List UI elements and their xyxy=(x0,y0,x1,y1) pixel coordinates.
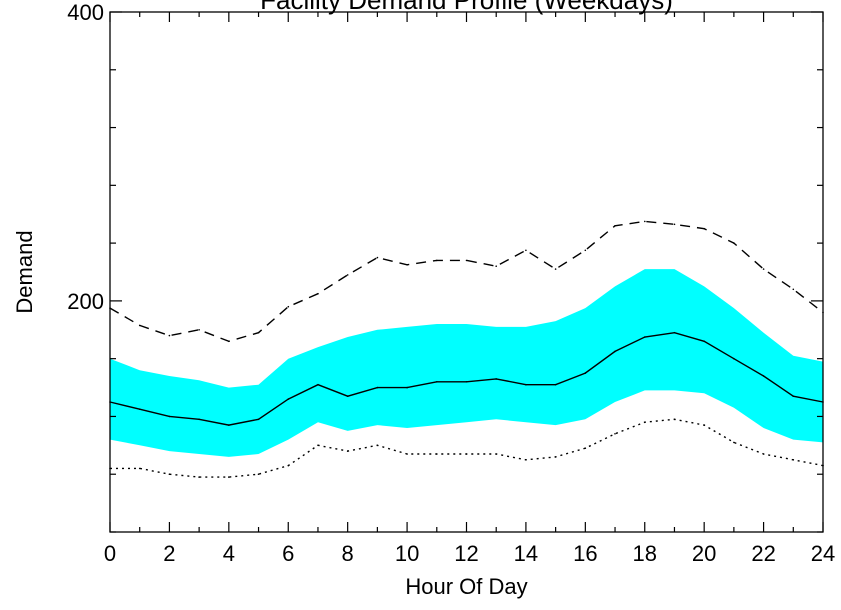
x-tick-label: 20 xyxy=(692,541,716,566)
y-tick-label: 200 xyxy=(67,289,104,314)
x-tick-label: 16 xyxy=(573,541,597,566)
max-point xyxy=(614,225,616,227)
mean-point xyxy=(525,383,527,386)
max-point xyxy=(554,268,557,270)
max-point xyxy=(406,264,408,266)
mean-point xyxy=(554,383,557,386)
min-point xyxy=(406,453,408,455)
mean-point xyxy=(733,357,735,360)
min-point xyxy=(614,433,616,435)
max-point xyxy=(168,334,171,337)
min-point xyxy=(317,444,319,447)
mean-point xyxy=(287,398,290,400)
max-point xyxy=(733,242,735,244)
min-point xyxy=(762,453,765,455)
y-axis-title: Demand xyxy=(12,230,37,313)
min-point xyxy=(525,459,527,461)
max-point xyxy=(138,324,141,327)
x-tick-label: 8 xyxy=(342,541,354,566)
mean-point xyxy=(792,395,795,398)
min-point xyxy=(465,453,468,455)
mean-point xyxy=(614,350,616,353)
std-band xyxy=(110,269,823,457)
mean-point xyxy=(257,418,260,421)
max-point xyxy=(287,305,290,308)
x-tick-label: 12 xyxy=(454,541,478,566)
max-point xyxy=(228,340,230,343)
mean-point xyxy=(762,375,765,377)
mean-point xyxy=(436,381,438,383)
min-point xyxy=(376,444,379,447)
plot-area xyxy=(109,220,824,478)
x-tick-label: 18 xyxy=(633,541,657,566)
mean-point xyxy=(317,383,319,386)
x-tick-label: 0 xyxy=(104,541,116,566)
min-point xyxy=(138,467,141,470)
mean-point xyxy=(228,424,230,426)
max-point xyxy=(436,259,438,262)
max-point xyxy=(198,329,200,331)
min-point xyxy=(257,473,260,476)
max-point xyxy=(495,265,498,268)
x-tick-label: 6 xyxy=(282,541,294,566)
max-point xyxy=(376,256,379,259)
mean-point xyxy=(168,415,171,418)
mean-point xyxy=(673,331,676,334)
mean-point xyxy=(644,336,646,338)
y-tick-label: 400 xyxy=(67,0,104,25)
min-point xyxy=(703,424,705,426)
min-point xyxy=(346,450,349,452)
x-tick-label: 10 xyxy=(395,541,419,566)
mean-point xyxy=(406,386,408,389)
chart-title: Facility Demand Profile (Weekdays) xyxy=(260,0,673,15)
mean-point xyxy=(138,408,141,411)
x-tick-label: 22 xyxy=(751,541,775,566)
min-point xyxy=(554,456,557,458)
mean-point xyxy=(465,381,468,383)
min-point xyxy=(495,453,498,455)
max-point xyxy=(525,249,527,252)
max-point xyxy=(703,227,705,230)
min-point xyxy=(228,476,230,478)
max-point xyxy=(584,249,587,252)
max-point xyxy=(346,274,349,276)
max-point xyxy=(762,268,765,270)
max-point xyxy=(644,220,646,223)
min-point xyxy=(673,418,676,421)
max-point xyxy=(317,292,319,295)
min-point xyxy=(436,453,438,455)
min-point xyxy=(792,459,795,461)
max-point xyxy=(257,331,260,334)
mean-point xyxy=(703,340,705,343)
mean-point xyxy=(584,372,587,374)
x-tick-label: 14 xyxy=(514,541,538,566)
min-point xyxy=(644,421,646,424)
x-tick-label: 24 xyxy=(811,541,835,566)
x-tick-label: 4 xyxy=(223,541,235,566)
min-point xyxy=(168,473,171,476)
min-point xyxy=(733,441,735,444)
min-point xyxy=(584,447,587,450)
min-point xyxy=(287,464,290,467)
mean-point xyxy=(346,395,349,398)
min-point xyxy=(198,476,200,478)
x-axis-title: Hour Of Day xyxy=(405,574,527,599)
mean-point xyxy=(495,378,498,380)
max-point xyxy=(792,288,795,291)
max-point xyxy=(673,223,676,226)
mean-point xyxy=(198,418,200,421)
max-point xyxy=(465,259,468,262)
x-tick-label: 2 xyxy=(163,541,175,566)
mean-point xyxy=(376,386,379,389)
